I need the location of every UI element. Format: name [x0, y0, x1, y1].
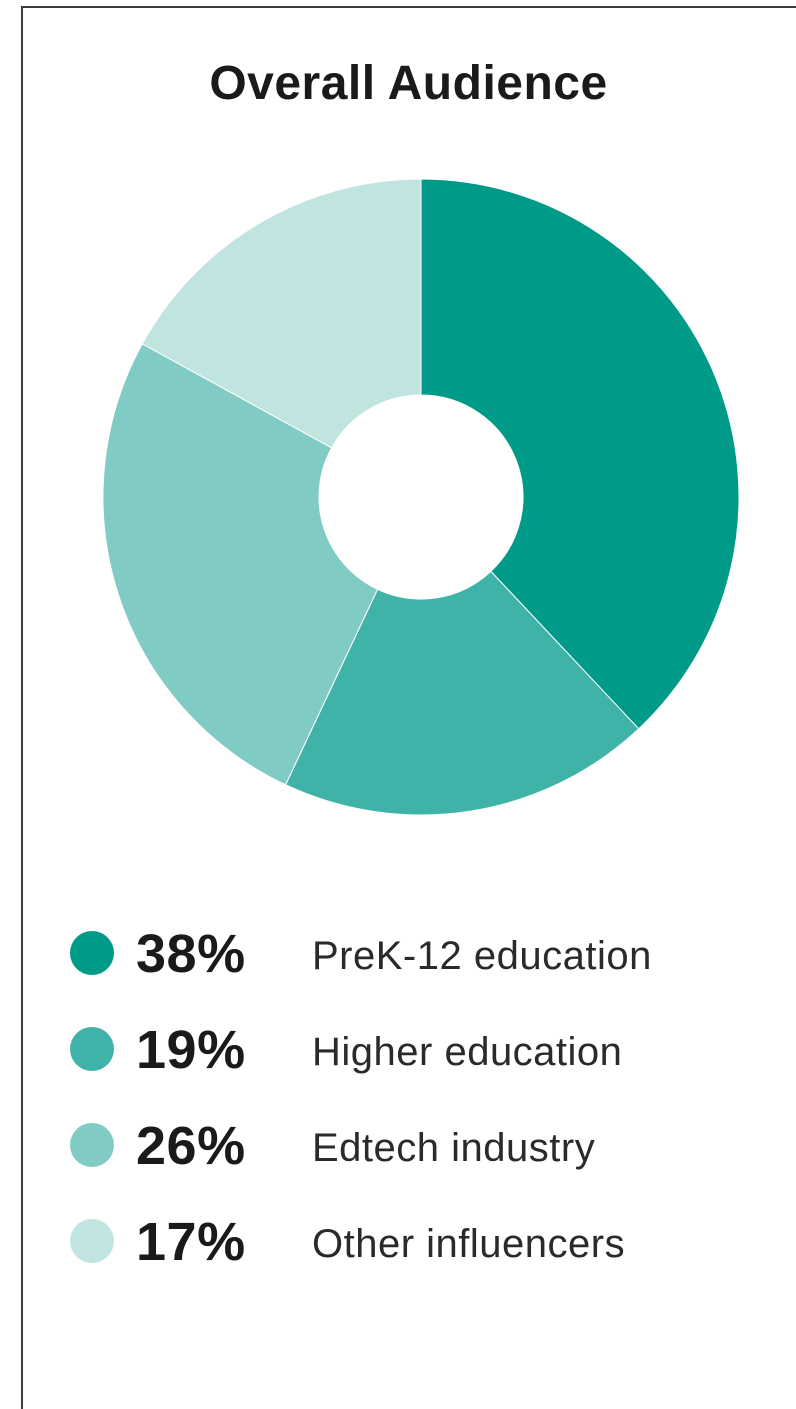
legend-label: Edtech industry: [312, 1126, 596, 1170]
chart-title: Overall Audience: [209, 57, 608, 110]
legend-value: 26%: [136, 1116, 246, 1176]
legend-value: 17%: [136, 1212, 246, 1272]
donut-slice-prek12: [420, 178, 740, 730]
legend-value: 38%: [136, 924, 246, 984]
legend-swatch: [70, 1219, 114, 1263]
donut-slice-other-influencers: [141, 178, 422, 449]
legend-swatch: [70, 931, 114, 975]
legend-value: 19%: [136, 1020, 246, 1080]
legend-swatch: [70, 1027, 114, 1071]
legend-label: Higher education: [312, 1030, 623, 1074]
legend-swatch: [70, 1123, 114, 1167]
donut-slice-higher-education: [284, 570, 640, 816]
legend-label: PreK-12 education: [312, 934, 652, 978]
chart-frame: [21, 6, 796, 1409]
legend-label: Other influencers: [312, 1222, 626, 1266]
donut-slice-edtech-industry: [102, 343, 379, 786]
